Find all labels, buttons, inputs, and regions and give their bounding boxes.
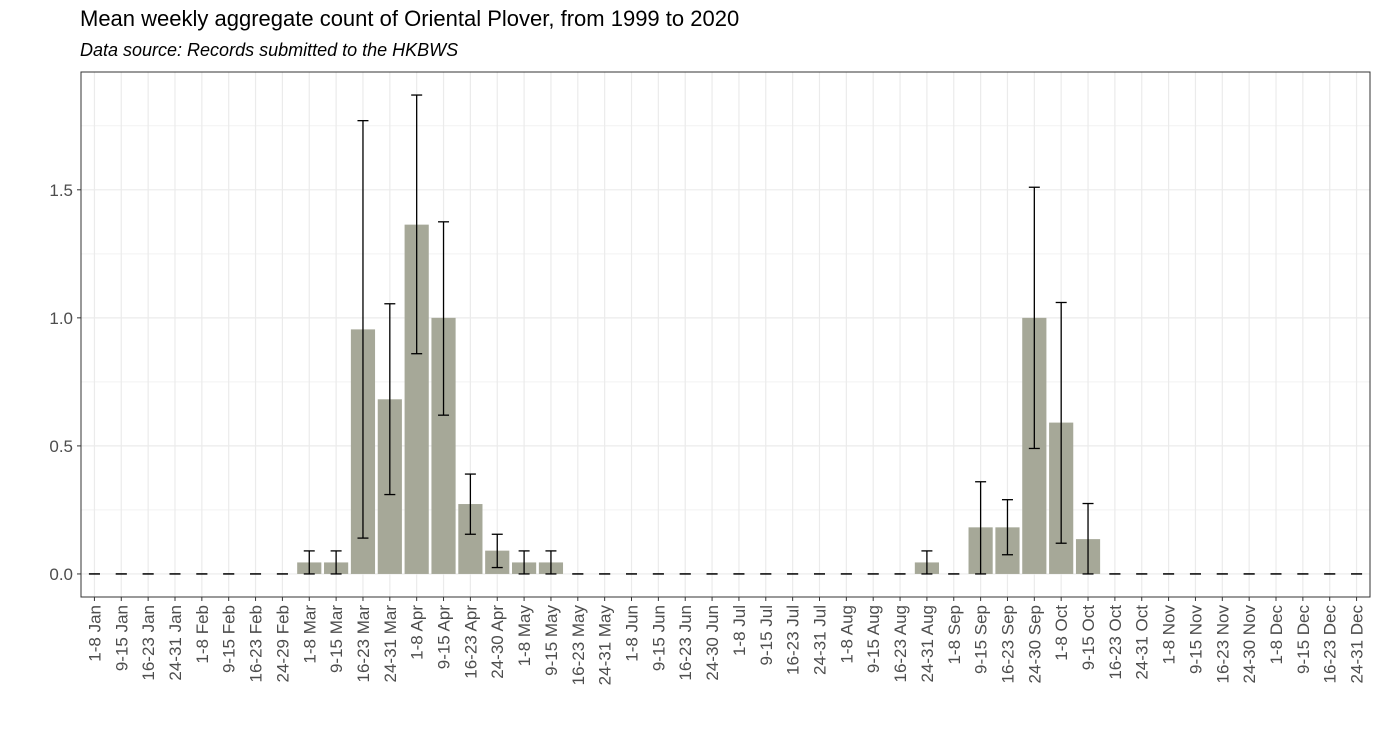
error-bar [545,550,557,575]
x-tick-label: 9-15 Jul [757,605,776,665]
y-tick-label: 1.5 [49,181,73,200]
x-tick-label: 9-15 Jan [112,605,131,671]
x-tick-label: 24-30 Nov [1240,605,1259,684]
x-tick-label: 9-15 Dec [1294,605,1313,674]
x-tick-label: 9-15 Oct [1079,605,1098,670]
error-bar [921,550,933,575]
x-tick-label: 16-23 May [569,605,588,686]
chart-subtitle: Data source: Records submitted to the HK… [80,40,459,60]
x-tick-label: 9-15 Aug [864,605,883,673]
y-tick-label: 1.0 [49,309,73,328]
x-tick-label: 24-31 Dec [1348,605,1367,684]
error-bars [88,94,1363,575]
error-bar [491,533,503,569]
x-tick-label: 1-8 Aug [837,605,856,664]
x-tick-label: 24-31 May [596,605,615,686]
x-axis: 1-8 Jan 9-15 Jan 16-23 Jan 24-31 Jan 1-8 Feb… [85,597,1367,686]
error-bar [384,303,396,496]
x-tick-label: 16-23 Apr [461,605,480,679]
x-tick-label: 1-8 Nov [1160,605,1179,665]
x-tick-label: 9-15 Feb [220,605,239,673]
x-tick-label: 1-8 Apr [408,605,427,660]
x-tick-label: 24-31 Oct [1133,605,1152,680]
x-tick-label: 1-8 Oct [1052,605,1071,661]
x-tick-label: 24-31 Mar [381,605,400,683]
x-tick-label: 16-23 Mar [354,605,373,683]
y-tick-label: 0.5 [49,437,73,456]
x-tick-label: 16-23 Nov [1213,605,1232,684]
error-bar [303,550,315,575]
x-tick-label: 1-8 Jun [623,605,642,662]
x-tick-label: 1-8 May [515,605,534,667]
x-tick-label: 24-30 Jun [703,605,722,681]
error-bar [438,221,450,416]
x-tick-label: 9-15 Jun [649,605,668,671]
x-tick-label: 9-15 Sep [972,605,991,674]
x-tick-label: 9-15 Mar [327,605,346,673]
x-tick-label: 9-15 May [542,605,561,676]
x-tick-label: 24-31 Aug [918,605,937,683]
x-tick-label: 16-23 Dec [1321,605,1340,684]
x-tick-label: 9-15 Nov [1186,605,1205,674]
x-tick-label: 24-30 Apr [488,605,507,679]
x-tick-label: 1-8 Dec [1267,605,1286,665]
error-bar [411,94,423,355]
x-tick-label: 24-31 Jan [166,605,185,681]
x-tick-label: 16-23 Jan [139,605,158,681]
chart-title: Mean weekly aggregate count of Oriental … [80,6,740,31]
error-bar [1001,499,1013,556]
bars [297,224,1101,574]
error-bar [464,473,476,535]
error-bar [1055,301,1067,544]
x-tick-label: 16-23 Jul [784,605,803,675]
x-tick-label: 16-23 Feb [247,605,266,683]
x-tick-label: 16-23 Jun [676,605,695,681]
x-tick-label: 9-15 Apr [435,605,454,670]
panel-border [80,71,1371,598]
x-tick-label: 24-29 Feb [273,605,292,683]
x-tick-label: 1-8 Mar [300,605,319,664]
error-bar [330,550,342,575]
x-tick-label: 24-30 Sep [1025,605,1044,683]
x-tick-label: 1-8 Feb [193,605,212,664]
x-tick-label: 16-23 Oct [1106,605,1125,680]
error-bar [518,550,530,575]
error-bar [1082,502,1094,575]
x-tick-label: 1-8 Jan [85,605,104,662]
error-bar [975,481,987,575]
x-tick-label: 1-8 Sep [945,605,964,665]
y-tick-label: 0.0 [49,565,73,584]
x-tick-label: 16-23 Sep [998,605,1017,683]
x-tick-label: 16-23 Aug [891,605,910,683]
y-axis: 0.0 0.5 1.0 1.5 [49,181,81,584]
x-tick-label: 1-8 Jul [730,605,749,656]
error-bar [357,120,369,539]
x-tick-label: 24-31 Jul [810,605,829,675]
grid [81,72,1370,597]
error-bar [1028,186,1040,450]
